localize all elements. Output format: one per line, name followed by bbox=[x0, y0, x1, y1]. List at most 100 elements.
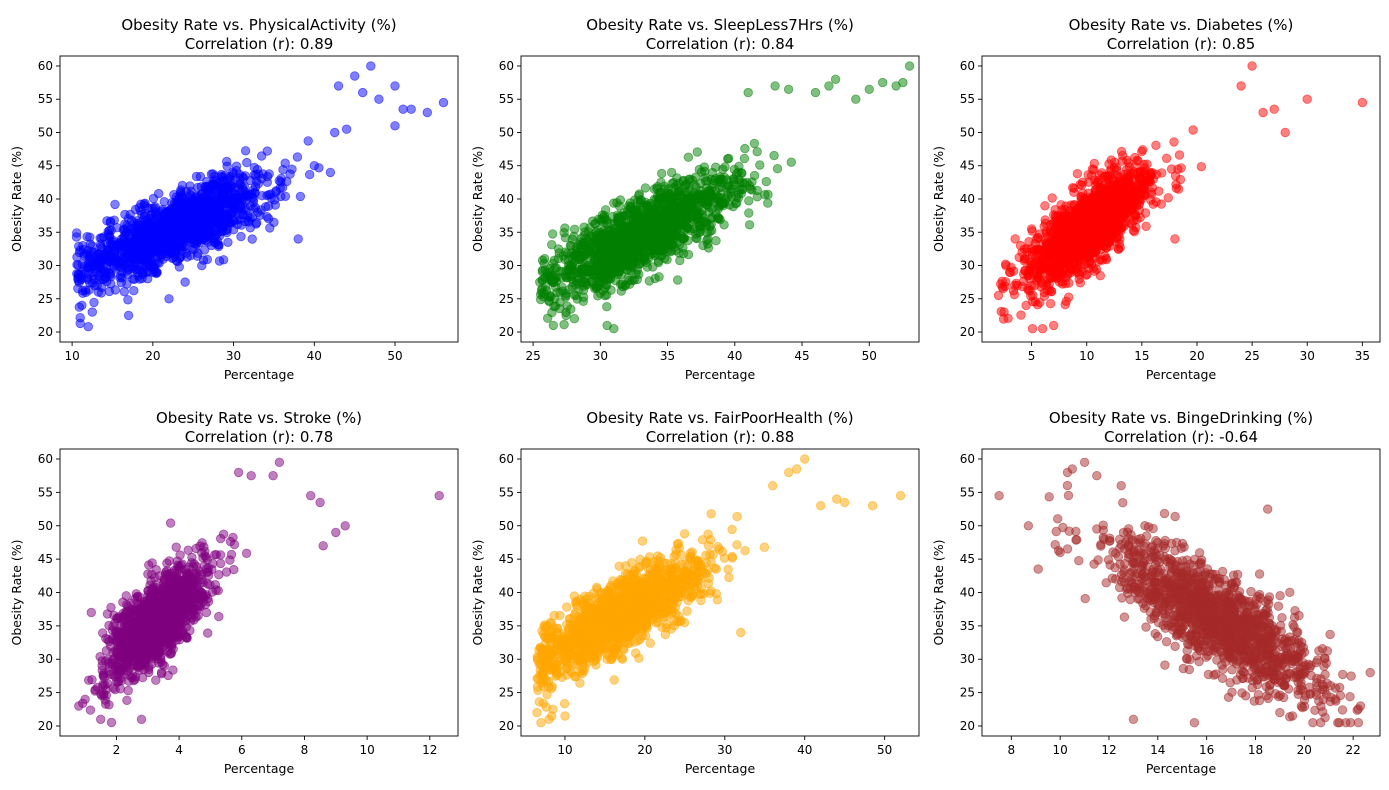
data-point bbox=[1140, 208, 1151, 218]
data-point bbox=[707, 225, 717, 236]
data-point bbox=[150, 243, 160, 254]
data-point bbox=[632, 197, 643, 207]
data-point bbox=[292, 152, 303, 162]
data-point bbox=[262, 177, 273, 188]
data-point bbox=[1146, 187, 1156, 197]
data-point bbox=[217, 224, 227, 234]
chart-title: Obesity Rate vs. PhysicalActivity (%) bbox=[121, 16, 396, 34]
x-tick-label: 10 bbox=[64, 349, 79, 363]
data-point bbox=[1026, 291, 1036, 301]
y-tick-label: 55 bbox=[499, 92, 514, 106]
data-point bbox=[737, 168, 747, 179]
data-point bbox=[608, 236, 618, 246]
data-point bbox=[602, 302, 612, 312]
data-point bbox=[1071, 229, 1081, 240]
data-point bbox=[123, 295, 133, 305]
y-tick-label: 25 bbox=[499, 292, 514, 306]
x-tick-label: 35 bbox=[1355, 349, 1370, 363]
data-point bbox=[548, 229, 558, 239]
data-point bbox=[1146, 195, 1156, 205]
data-point bbox=[744, 196, 754, 206]
data-point bbox=[1196, 161, 1207, 172]
x-tick-label: 30 bbox=[1300, 349, 1315, 363]
data-point bbox=[752, 192, 763, 202]
data-point bbox=[1053, 231, 1064, 241]
data-point bbox=[698, 240, 708, 251]
data-point bbox=[1089, 266, 1100, 276]
data-point bbox=[177, 192, 187, 202]
data-point bbox=[687, 203, 697, 213]
y-tick-label: 20 bbox=[499, 325, 514, 339]
data-point bbox=[668, 191, 679, 202]
x-tick-label: 15 bbox=[1134, 349, 1149, 363]
data-point bbox=[374, 94, 384, 104]
data-point bbox=[1063, 292, 1074, 302]
data-point bbox=[89, 297, 99, 308]
data-point bbox=[657, 241, 667, 252]
data-point bbox=[231, 165, 242, 176]
chart-subtitle: Correlation (r): 0.78 bbox=[185, 428, 334, 446]
data-point bbox=[548, 258, 558, 269]
data-point bbox=[181, 248, 192, 258]
x-tick-label: 25 bbox=[1244, 349, 1259, 363]
x-tick-label: 20 bbox=[145, 349, 160, 363]
data-point bbox=[1019, 269, 1029, 279]
data-point bbox=[763, 198, 773, 208]
data-point bbox=[174, 209, 185, 219]
data-point bbox=[616, 222, 627, 232]
data-point bbox=[366, 61, 376, 71]
data-point bbox=[1009, 289, 1020, 300]
data-point bbox=[1161, 153, 1172, 164]
y-tick-label: 60 bbox=[38, 59, 53, 73]
data-point bbox=[1087, 164, 1098, 174]
data-point bbox=[1107, 187, 1118, 197]
data-point bbox=[561, 307, 571, 318]
y-tick-label: 35 bbox=[499, 225, 514, 239]
data-point bbox=[106, 602, 116, 613]
data-point bbox=[293, 234, 303, 244]
data-point bbox=[560, 232, 571, 243]
data-point bbox=[596, 270, 606, 281]
data-point bbox=[73, 274, 83, 284]
data-point bbox=[325, 167, 336, 178]
y-axis-label: Obesity Rate (%) bbox=[9, 146, 24, 252]
y-tick-label: 30 bbox=[499, 259, 514, 273]
data-point bbox=[621, 238, 631, 248]
data-point bbox=[555, 297, 565, 307]
data-point bbox=[1024, 236, 1034, 247]
data-point bbox=[711, 235, 721, 246]
x-axis-label: Percentage bbox=[1146, 367, 1217, 382]
data-point bbox=[547, 239, 557, 250]
data-point bbox=[739, 153, 750, 164]
data-point bbox=[148, 262, 159, 272]
data-point bbox=[640, 183, 651, 193]
data-point bbox=[609, 324, 619, 334]
data-point bbox=[1117, 156, 1127, 166]
y-axis-label: Obesity Rate (%) bbox=[470, 146, 485, 252]
data-point bbox=[654, 272, 664, 282]
data-point bbox=[772, 163, 783, 174]
data-point bbox=[578, 263, 589, 273]
scatter-points bbox=[993, 61, 1368, 334]
data-point bbox=[120, 219, 130, 229]
data-point bbox=[180, 277, 190, 287]
data-point bbox=[1084, 256, 1095, 266]
data-point bbox=[1111, 232, 1122, 242]
data-point bbox=[663, 184, 674, 194]
data-point bbox=[655, 193, 665, 204]
data-point bbox=[673, 275, 683, 285]
data-point bbox=[190, 228, 201, 239]
data-point bbox=[196, 189, 206, 199]
x-tick-label: 50 bbox=[862, 349, 877, 363]
data-point bbox=[1169, 137, 1179, 147]
data-point bbox=[1076, 191, 1086, 202]
data-point bbox=[123, 310, 134, 321]
data-point bbox=[102, 216, 112, 226]
y-tick-label: 50 bbox=[960, 125, 975, 139]
data-point bbox=[730, 198, 741, 209]
data-point bbox=[210, 171, 220, 181]
x-axis-label: Percentage bbox=[224, 367, 295, 382]
data-point bbox=[87, 259, 97, 270]
data-point bbox=[253, 207, 263, 218]
data-point bbox=[739, 178, 749, 188]
